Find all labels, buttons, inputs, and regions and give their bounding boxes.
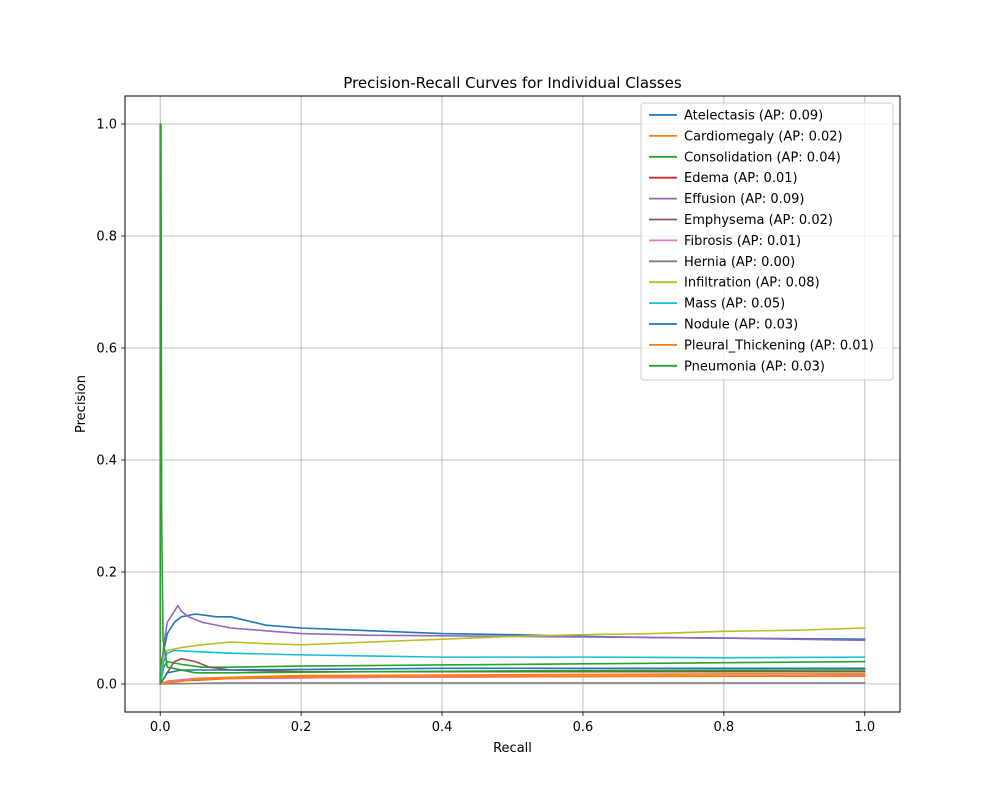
x-tick-label: 0.0 — [150, 720, 171, 735]
y-tick-label: 0.2 — [96, 566, 117, 581]
legend-label-8: Infiltration (AP: 0.08) — [684, 276, 820, 291]
series-line-7 — [159, 682, 866, 685]
x-tick-label: 0.2 — [291, 720, 312, 735]
legend-label-5: Emphysema (AP: 0.02) — [684, 213, 833, 228]
legend-label-9: Mass (AP: 0.05) — [684, 297, 785, 312]
series-layer — [159, 123, 866, 685]
x-tick-label: 0.6 — [573, 720, 594, 735]
series-line-8 — [159, 627, 866, 685]
legend-label-7: Hernia (AP: 0.00) — [684, 255, 795, 270]
legend-label-3: Edema (AP: 0.01) — [684, 171, 798, 186]
legend-label-11: Pleural_Thickening (AP: 0.01) — [684, 338, 874, 353]
x-tick-label: 0.4 — [432, 720, 453, 735]
tick-layer: 0.0 0.2 0.4 0.6 0.8 1.0 0.0 0.2 0.4 0.6 0.8 1.0 — [96, 118, 875, 736]
x-tick-label: 0.8 — [714, 720, 735, 735]
legend-label-6: Fibrosis (AP: 0.01) — [684, 234, 801, 249]
y-tick-label: 0.4 — [96, 454, 117, 469]
chart-title: Precision-Recall Curves for Individual C… — [343, 74, 682, 92]
y-axis-label: Precision — [74, 375, 89, 433]
legend-label-12: Pneumonia (AP: 0.03) — [684, 359, 825, 374]
x-tick-label: 1.0 — [854, 720, 875, 735]
series-line-12 — [159, 123, 866, 685]
legend: Atelectasis (AP: 0.09) Cardiomegaly (AP: … — [640, 102, 894, 381]
plot-frame — [124, 95, 901, 713]
series-line-10 — [159, 667, 866, 685]
y-tick-label: 0.8 — [96, 230, 117, 245]
legend-box — [640, 102, 894, 381]
legend-label-0: Atelectasis (AP: 0.09) — [684, 109, 823, 124]
series-line-11 — [159, 675, 866, 685]
y-tick-label: 0.0 — [96, 678, 117, 693]
legend-label-10: Nodule (AP: 0.03) — [684, 318, 798, 333]
legend-label-1: Cardiomegaly (AP: 0.02) — [684, 129, 843, 144]
legend-items: Atelectasis (AP: 0.09) Cardiomegaly (AP: … — [649, 109, 874, 374]
y-tick-label: 0.6 — [96, 342, 117, 357]
y-tick-label: 1.0 — [96, 118, 117, 133]
x-axis-label: Recall — [493, 741, 532, 756]
legend-label-2: Consolidation (AP: 0.04) — [684, 150, 841, 165]
legend-label-4: Effusion (AP: 0.09) — [684, 192, 804, 207]
